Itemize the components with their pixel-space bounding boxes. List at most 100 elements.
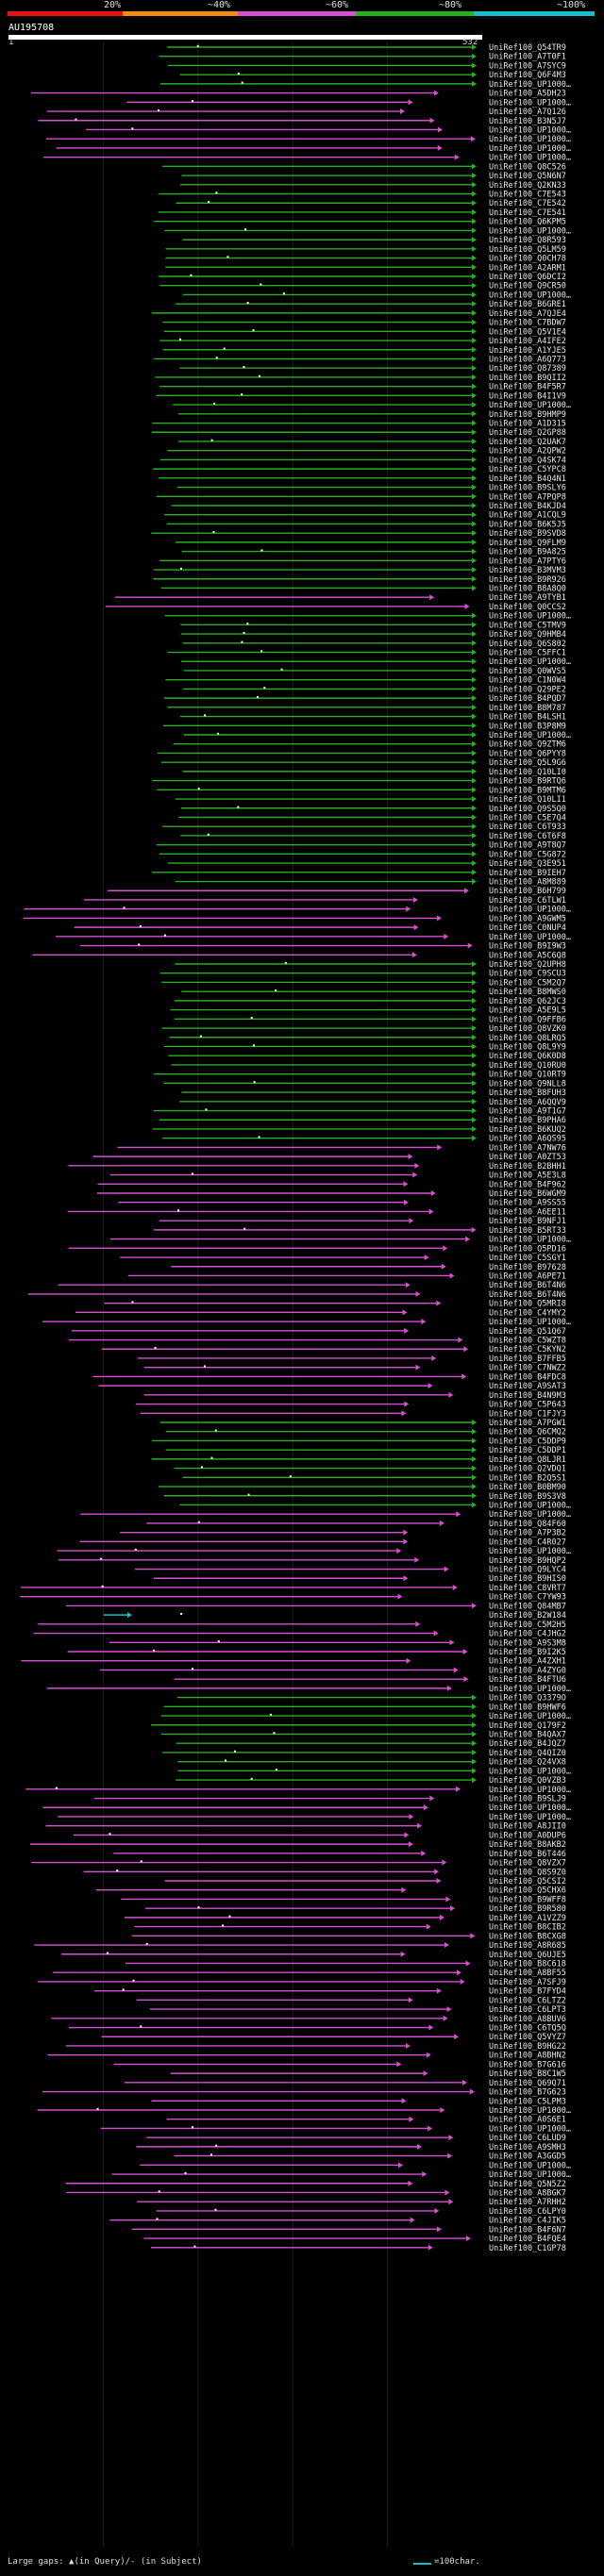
hit-label[interactable]: UniRef100_C4JHG2 bbox=[489, 1630, 566, 1639]
hit-label[interactable]: UniRef100_C0NUP4 bbox=[489, 923, 566, 933]
hit-label[interactable]: UniRef100_B6GRE1 bbox=[489, 300, 566, 309]
hit-label[interactable]: UniRef100_C5DDP1 bbox=[489, 1446, 566, 1455]
hit-label[interactable]: UniRef100_Q6PYY8 bbox=[489, 749, 566, 758]
hit-label[interactable]: UniRef100_B6T446 bbox=[489, 1850, 566, 1859]
hit-label[interactable]: UniRef100_Q5L9G6 bbox=[489, 758, 566, 768]
hit-label[interactable]: UniRef100_C5KYN2 bbox=[489, 1345, 566, 1354]
hit-label[interactable]: UniRef100_Q9NLL8 bbox=[489, 1079, 566, 1089]
hit-label[interactable]: UniRef100_UP1000… bbox=[489, 2170, 571, 2180]
hit-label[interactable]: UniRef100_Q5LM59 bbox=[489, 245, 566, 255]
hit-label[interactable]: UniRef100_A7SYC9 bbox=[489, 61, 566, 71]
hit-label[interactable]: UniRef100_A9SS55 bbox=[489, 1199, 566, 1208]
hit-label[interactable]: UniRef100_B9R926 bbox=[489, 575, 566, 585]
hit-label[interactable]: UniRef100_B9RTQ6 bbox=[489, 777, 566, 787]
hit-label[interactable]: UniRef100_UP1000… bbox=[489, 1786, 571, 1795]
hit-label[interactable]: UniRef100_UP1000… bbox=[489, 80, 571, 90]
hit-label[interactable]: UniRef100_B9PHA6 bbox=[489, 1116, 566, 1125]
hit-label[interactable]: UniRef100_C5P643 bbox=[489, 1401, 566, 1410]
hit-label[interactable]: UniRef100_A5DH23 bbox=[489, 90, 566, 99]
hit-label[interactable]: UniRef100_A1YJE5 bbox=[489, 346, 566, 356]
hit-label[interactable]: UniRef100_Q0CCS2 bbox=[489, 603, 566, 612]
hit-label[interactable]: UniRef100_A7PQP8 bbox=[489, 492, 566, 502]
hit-label[interactable]: UniRef100_B4Q4N1 bbox=[489, 474, 566, 484]
hit-label[interactable]: UniRef100_Q0WVS5 bbox=[489, 667, 566, 676]
hit-label[interactable]: UniRef100_A8JII0 bbox=[489, 1822, 566, 1832]
hit-label[interactable]: UniRef100_B4KJD4 bbox=[489, 502, 566, 511]
hit-label[interactable]: UniRef100_C7E541 bbox=[489, 208, 566, 218]
hit-label[interactable]: UniRef100_B4F6N7 bbox=[489, 2225, 566, 2235]
hit-label[interactable]: UniRef100_B97628 bbox=[489, 1263, 566, 1272]
hit-label[interactable]: UniRef100_A6PE71 bbox=[489, 1271, 566, 1281]
hit-label[interactable]: UniRef100_A4IFE2 bbox=[489, 337, 566, 346]
hit-label[interactable]: UniRef100_B9SLY6 bbox=[489, 484, 566, 493]
hit-label[interactable]: UniRef100_A0S6E1 bbox=[489, 2116, 566, 2125]
hit-label[interactable]: UniRef100_UP1000… bbox=[489, 2106, 571, 2116]
hit-label[interactable]: UniRef100_A7NW76 bbox=[489, 1143, 566, 1153]
hit-label[interactable]: UniRef100_B2Q5S1 bbox=[489, 1473, 566, 1483]
hit-label[interactable]: UniRef100_C5M2H5 bbox=[489, 1620, 566, 1630]
hit-label[interactable]: UniRef100_B7G616 bbox=[489, 2060, 566, 2069]
hit-label[interactable]: UniRef100_B0BM90 bbox=[489, 1483, 566, 1492]
hit-label[interactable]: UniRef100_B8FUH3 bbox=[489, 1089, 566, 1098]
hit-label[interactable]: UniRef100_UP1000… bbox=[489, 401, 571, 410]
hit-label[interactable]: UniRef100_Q6K0D8 bbox=[489, 1052, 566, 1061]
hit-label[interactable]: UniRef100_C1GP78 bbox=[489, 2244, 566, 2253]
hit-label[interactable]: UniRef100_B9QII2 bbox=[489, 374, 566, 383]
hit-label[interactable]: UniRef100_Q5PD16 bbox=[489, 1244, 566, 1254]
hit-label[interactable]: UniRef100_B4JQZ7 bbox=[489, 1739, 566, 1749]
hit-label[interactable]: UniRef100_A1VZZ9 bbox=[489, 1914, 566, 1923]
hit-label[interactable]: UniRef100_Q5N5Z2 bbox=[489, 2180, 566, 2189]
hit-label[interactable]: UniRef100_A9TYB1 bbox=[489, 593, 566, 603]
hit-label[interactable]: UniRef100_Q10LI0 bbox=[489, 768, 566, 777]
hit-label[interactable]: UniRef100_UP1000… bbox=[489, 731, 571, 740]
hit-label[interactable]: UniRef100_A4ZXH1 bbox=[489, 1657, 566, 1667]
hit-label[interactable]: UniRef100_Q87389 bbox=[489, 364, 566, 374]
hit-label[interactable]: UniRef100_UP1000… bbox=[489, 933, 571, 942]
hit-label[interactable]: UniRef100_Q9LYC4 bbox=[489, 1566, 566, 1575]
hit-label[interactable]: UniRef100_B9I2K5 bbox=[489, 1648, 566, 1657]
hit-label[interactable]: UniRef100_UP1000… bbox=[489, 98, 571, 108]
hit-label[interactable]: UniRef100_B2W184 bbox=[489, 1611, 566, 1620]
hit-label[interactable]: UniRef100_A8M889 bbox=[489, 878, 566, 888]
hit-label[interactable]: UniRef100_UP1000… bbox=[489, 1236, 571, 1245]
hit-label[interactable]: UniRef100_Q5N6N7 bbox=[489, 172, 566, 181]
hit-label[interactable]: UniRef100_B4F962 bbox=[489, 1180, 566, 1189]
hit-label[interactable]: UniRef100_C7BDW7 bbox=[489, 319, 566, 328]
hit-label[interactable]: UniRef100_UP1000… bbox=[489, 1712, 571, 1721]
hit-label[interactable]: UniRef100_A9SAT3 bbox=[489, 1382, 566, 1391]
hit-label[interactable]: UniRef100_B9R580 bbox=[489, 1904, 566, 1914]
hit-label[interactable]: UniRef100_Q5VYZ7 bbox=[489, 2033, 566, 2042]
hit-label[interactable]: UniRef100_B9HG22 bbox=[489, 2042, 566, 2052]
hit-label[interactable]: UniRef100_C7NWZ2 bbox=[489, 1364, 566, 1373]
hit-label[interactable]: UniRef100_Q62JC3 bbox=[489, 997, 566, 1006]
hit-label[interactable]: UniRef100_B9SLJ9 bbox=[489, 1795, 566, 1804]
hit-label[interactable]: UniRef100_A9T1G7 bbox=[489, 1107, 566, 1117]
hit-label[interactable]: UniRef100_C6LUD9 bbox=[489, 2134, 566, 2143]
hit-label[interactable]: UniRef100_C9SCU3 bbox=[489, 970, 566, 979]
hit-label[interactable]: UniRef100_B7FYD4 bbox=[489, 1987, 566, 1997]
hit-label[interactable]: UniRef100_C5SGY1 bbox=[489, 1254, 566, 1263]
hit-label[interactable]: UniRef100_Q9ZTM6 bbox=[489, 740, 566, 750]
hit-label[interactable]: UniRef100_A0DUP6 bbox=[489, 1831, 566, 1840]
hit-label[interactable]: UniRef100_UP1000… bbox=[489, 1767, 571, 1776]
hit-label[interactable]: UniRef100_UP1000… bbox=[489, 144, 571, 154]
hit-label[interactable]: UniRef100_B8C618 bbox=[489, 1959, 566, 1969]
hit-label[interactable]: UniRef100_Q8VZX7 bbox=[489, 1859, 566, 1869]
hit-label[interactable]: UniRef100_Q10LI1 bbox=[489, 795, 566, 805]
hit-label[interactable]: UniRef100_A9SMH3 bbox=[489, 2143, 566, 2152]
hit-label[interactable]: UniRef100_C1N0W4 bbox=[489, 676, 566, 686]
hit-label[interactable]: UniRef100_C5E7Q4 bbox=[489, 813, 566, 823]
hit-label[interactable]: UniRef100_A5C6Q8 bbox=[489, 951, 566, 960]
hit-label[interactable]: UniRef100_B6T4N6 bbox=[489, 1281, 566, 1290]
hit-label[interactable]: UniRef100_Q2VDQ1 bbox=[489, 1465, 566, 1474]
hit-label[interactable]: UniRef100_C8VRT7 bbox=[489, 1584, 566, 1593]
hit-label[interactable]: UniRef100_C4YMY2 bbox=[489, 1308, 566, 1318]
hit-label[interactable]: UniRef100_B3N5J7 bbox=[489, 117, 566, 126]
hit-label[interactable]: UniRef100_Q2UAK7 bbox=[489, 438, 566, 447]
hit-label[interactable]: UniRef100_A9T8Q7 bbox=[489, 841, 566, 851]
hit-label[interactable]: UniRef100_Q3379O bbox=[489, 1694, 566, 1703]
hit-label[interactable]: UniRef100_Q6CMQ2 bbox=[489, 1428, 566, 1438]
hit-label[interactable]: UniRef100_B4QAX7 bbox=[489, 1730, 566, 1739]
hit-label[interactable]: UniRef100_B3P8M9 bbox=[489, 722, 566, 731]
hit-label[interactable]: UniRef100_B8M787 bbox=[489, 704, 566, 713]
